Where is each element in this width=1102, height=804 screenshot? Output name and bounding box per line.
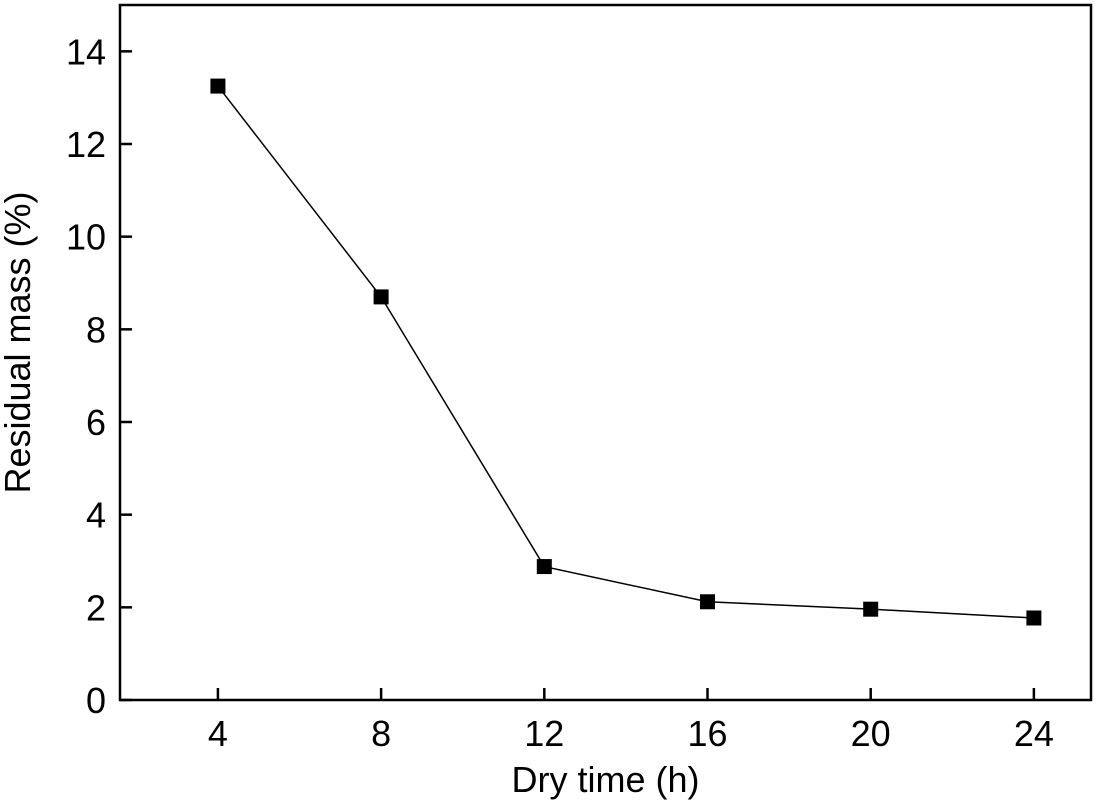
y-tick-label: 0: [86, 680, 106, 721]
data-point-marker: [863, 601, 879, 617]
data-point-marker: [699, 594, 715, 610]
x-axis-label: Dry time (h): [512, 759, 700, 800]
plot-frame: [118, 3, 1093, 702]
y-tick-label: 2: [86, 587, 106, 628]
y-tick-label: 12: [66, 124, 106, 165]
data-series: [210, 78, 1042, 626]
y-tick-label: 14: [66, 31, 106, 72]
series-line: [217, 85, 1034, 619]
data-point-marker: [210, 78, 226, 94]
data-point-marker: [1026, 610, 1042, 626]
x-tick-label: 24: [1014, 713, 1054, 754]
x-tick-label: 12: [524, 713, 564, 754]
x-tick-label: 8: [371, 713, 391, 754]
y-axis-label: Residual mass (%): [0, 191, 38, 493]
y-axis-ticks: 0 2 4 6 8 10 12 14: [66, 31, 132, 721]
data-point-marker: [373, 289, 389, 305]
x-axis-ticks: 4 8 12 16 20 24: [208, 688, 1054, 754]
x-tick-label: 4: [208, 713, 228, 754]
y-tick-label: 6: [86, 402, 106, 443]
x-tick-label: 20: [851, 713, 891, 754]
y-tick-label: 10: [66, 217, 106, 258]
x-tick-label: 16: [687, 713, 727, 754]
y-tick-label: 8: [86, 309, 106, 350]
y-tick-label: 4: [86, 495, 106, 536]
data-point-marker: [536, 559, 552, 575]
